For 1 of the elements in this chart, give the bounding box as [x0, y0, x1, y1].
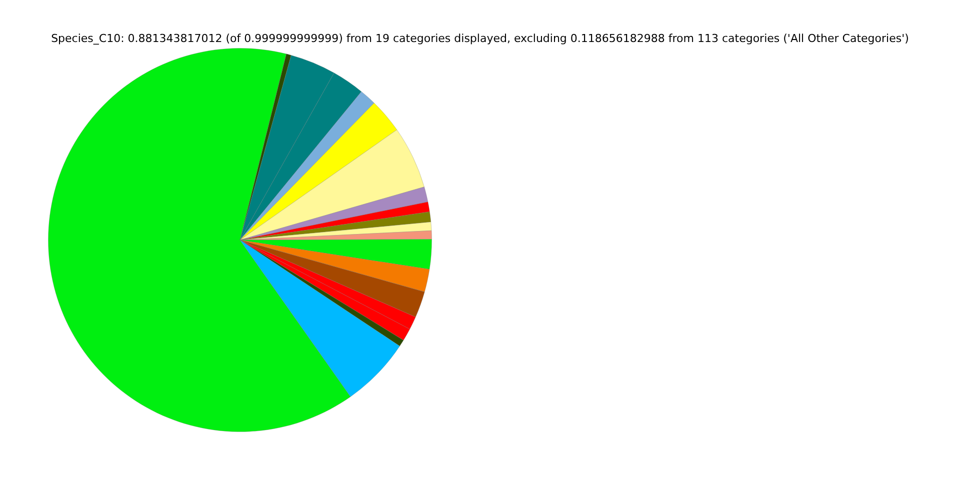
text: Species_C10: 0.881343817012 (of 0.999999999999) from 19 categories displayed, excluding 0.118656182988 from 113 categories ('All Other Categories') [50, 32, 910, 45]
